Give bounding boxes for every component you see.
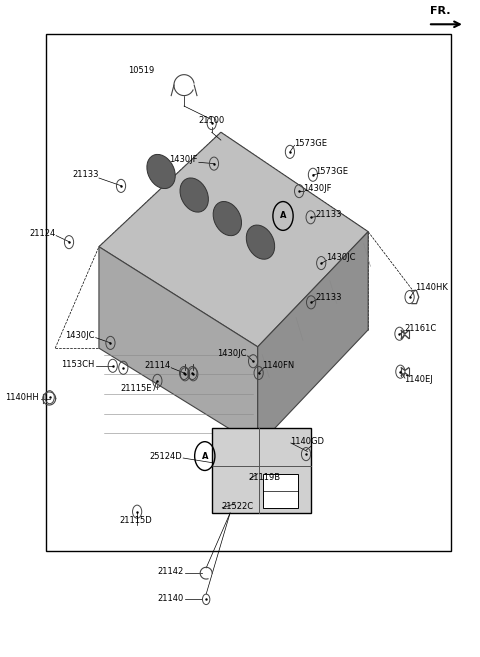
Text: 1430JF: 1430JF	[303, 184, 331, 193]
Text: 1430JC: 1430JC	[216, 349, 246, 358]
Text: A: A	[202, 451, 208, 461]
Text: A: A	[280, 212, 286, 221]
Text: 21522C: 21522C	[221, 502, 253, 511]
Bar	[46, 34, 451, 551]
Polygon shape	[99, 132, 368, 347]
Ellipse shape	[180, 178, 208, 212]
Text: 21114: 21114	[144, 361, 170, 371]
Text: FR.: FR.	[430, 7, 451, 16]
Text: 21115E: 21115E	[120, 384, 152, 393]
Ellipse shape	[213, 202, 241, 236]
Text: 21133: 21133	[315, 292, 342, 302]
Text: 21124: 21124	[29, 229, 55, 238]
Text: 1573GE: 1573GE	[315, 167, 348, 176]
Text: 21142: 21142	[158, 568, 184, 576]
Text: 21100: 21100	[199, 116, 225, 125]
Ellipse shape	[147, 154, 175, 189]
Text: 25124D: 25124D	[149, 451, 182, 461]
Text: 1430JC: 1430JC	[65, 330, 95, 340]
Text: 1140FN: 1140FN	[262, 361, 295, 371]
Text: 1573GE: 1573GE	[295, 139, 327, 148]
Text: 1430JF: 1430JF	[169, 155, 198, 164]
Text: 1140EJ: 1140EJ	[404, 375, 433, 384]
Text: 1153CH: 1153CH	[61, 360, 95, 369]
Polygon shape	[258, 232, 368, 446]
Text: 1140HK: 1140HK	[415, 283, 448, 292]
Text: 21133: 21133	[72, 170, 99, 179]
Text: 10519: 10519	[128, 66, 154, 75]
Text: 1140HH: 1140HH	[5, 393, 39, 401]
Bar	[212, 428, 311, 513]
Text: 21140: 21140	[158, 593, 184, 602]
Text: 1140GD: 1140GD	[290, 437, 324, 446]
Text: 21115D: 21115D	[120, 516, 152, 525]
Text: 21133: 21133	[315, 210, 342, 219]
Text: 21119B: 21119B	[249, 473, 281, 482]
Text: 1430JC: 1430JC	[326, 254, 355, 262]
Ellipse shape	[246, 225, 275, 260]
Polygon shape	[99, 247, 258, 446]
Text: 21161C: 21161C	[404, 324, 436, 333]
Bar	[263, 474, 298, 508]
